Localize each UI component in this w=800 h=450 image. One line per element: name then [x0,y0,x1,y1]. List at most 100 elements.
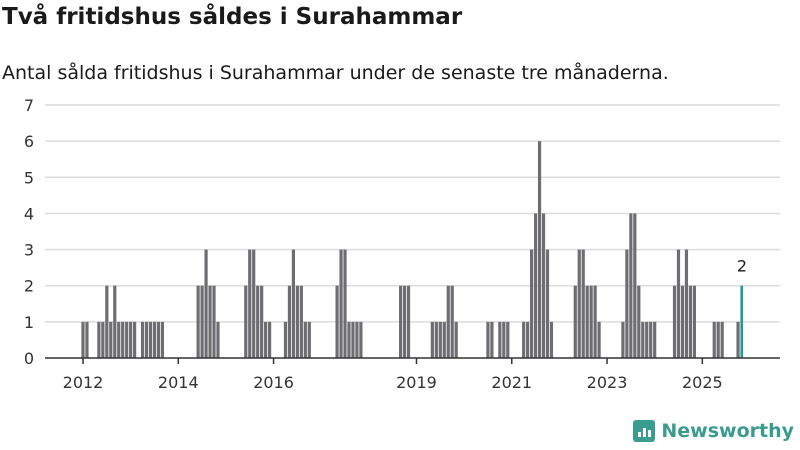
x-tick-label: 2021 [491,373,532,392]
bar [716,321,720,358]
bar [633,213,637,358]
bar [581,249,585,358]
bar [129,321,133,358]
bar [140,321,145,358]
bar [299,285,303,358]
bar [585,285,589,358]
bar [347,321,351,358]
bar [351,321,355,358]
bar [573,285,577,358]
bar [490,321,494,358]
brand-name: Newsworthy [661,420,794,442]
bar [216,321,220,358]
bar [645,321,649,358]
bar [502,321,506,358]
bar [454,321,458,358]
bar [537,141,542,358]
bar [589,285,593,358]
y-tick-label: 1 [24,313,34,332]
bar [649,321,653,358]
bar [597,321,601,358]
bar [720,321,724,358]
bar [653,321,657,358]
bar [156,321,161,358]
bar [125,321,129,358]
bar [621,321,625,358]
bar [208,285,212,358]
x-tick-label: 2014 [158,373,199,392]
bar [101,321,105,358]
bar [291,249,296,358]
y-tick-label: 3 [24,241,34,260]
bar [498,321,502,358]
bar [434,321,438,358]
bar [533,213,538,358]
bar [526,321,530,358]
bar [339,249,343,358]
bar [105,285,109,358]
bar [522,321,526,358]
bar [736,321,740,358]
y-tick-label: 4 [24,204,34,223]
bar [506,321,510,358]
bar [307,321,311,358]
bar [109,321,113,358]
bar [530,249,534,358]
bar [692,285,696,358]
y-tick-label: 7 [24,96,34,115]
bar [295,285,299,358]
bar [148,321,153,358]
bar [144,321,149,358]
bar-highlight [740,285,744,358]
bar [402,285,407,358]
x-tick-label: 2016 [253,373,294,392]
bar [335,285,339,358]
bar [406,285,411,358]
bar [133,321,137,358]
newsworthy-logo-icon [633,420,656,442]
x-tick-label: 2023 [587,373,628,392]
bar [264,321,268,358]
data-label: 2 [737,257,747,276]
bar [359,321,363,358]
bar [81,321,85,358]
bar [97,321,101,358]
bar [438,321,442,358]
bar [450,285,454,358]
y-tick-label: 0 [24,349,34,368]
bar [625,249,629,358]
bar [486,321,490,358]
chart-title: Två fritidshus såldes i Surahammar [2,4,463,30]
bar [399,285,403,358]
bar [121,321,125,358]
bar [248,249,252,358]
chart-subtitle: Antal sålda fritidshus i Surahammar unde… [2,62,669,84]
bar [680,285,685,358]
bar [343,249,347,358]
bar [641,321,645,358]
bar [688,285,693,358]
bar [593,285,597,358]
bar [355,321,359,358]
bar [113,285,117,358]
bar [430,321,434,358]
bar [283,321,288,358]
bar [712,321,716,358]
bar [684,249,689,358]
y-tick-label: 2 [24,277,34,296]
bar [252,249,256,358]
bar [212,285,216,358]
bar [637,285,641,358]
newsworthy-logo: Newsworthy [633,420,794,442]
bar [442,321,446,358]
bar [200,285,204,358]
y-tick-label: 6 [24,132,34,151]
bar [244,285,248,358]
bar [303,321,307,358]
bar [676,249,681,358]
bar [117,321,121,358]
bar [577,249,581,358]
bar [541,213,546,358]
bar [446,285,450,358]
